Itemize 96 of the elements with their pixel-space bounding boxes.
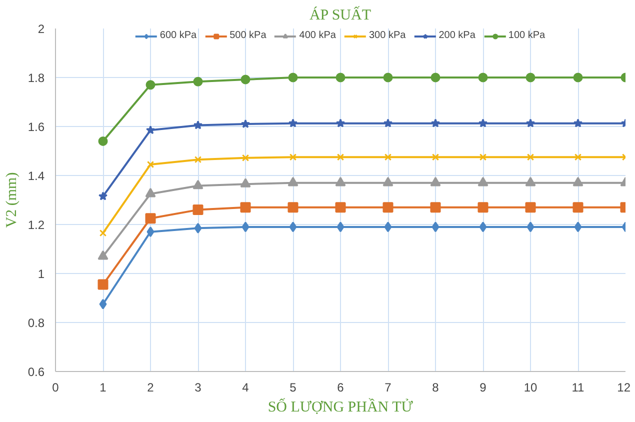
x-tick-label: 2 xyxy=(147,380,154,394)
point xyxy=(289,154,297,161)
point xyxy=(382,176,394,186)
point xyxy=(573,72,583,82)
x-tick-label: 11 xyxy=(572,380,585,394)
point xyxy=(572,176,584,186)
point xyxy=(430,202,441,213)
x-tick-label: 4 xyxy=(242,380,250,394)
x-tick-label: 1 xyxy=(100,380,107,394)
point xyxy=(99,298,107,310)
point xyxy=(383,118,393,128)
x-tick-label: 9 xyxy=(480,380,487,394)
y-axis-title: V2 (mm) xyxy=(4,172,20,228)
point xyxy=(240,202,251,213)
point xyxy=(383,72,393,82)
y-tick-label: 1.4 xyxy=(28,169,45,183)
point xyxy=(479,222,487,232)
point xyxy=(478,72,488,82)
x-tick-label: 6 xyxy=(337,380,344,394)
point xyxy=(289,222,297,232)
y-tick-label: 1.8 xyxy=(28,71,45,85)
legend-label: 200 kPa xyxy=(438,30,476,41)
point xyxy=(478,118,488,128)
chart-title: ÁP SUẤT xyxy=(309,6,371,24)
point xyxy=(479,154,487,161)
point xyxy=(335,176,346,186)
legend-label: 100 kPa xyxy=(508,30,546,41)
point xyxy=(146,125,156,134)
point xyxy=(526,72,536,82)
point xyxy=(430,176,441,186)
point xyxy=(336,154,344,161)
point xyxy=(288,202,298,213)
point xyxy=(146,226,154,238)
point xyxy=(99,229,107,237)
point xyxy=(98,279,108,290)
point xyxy=(432,154,440,161)
x-tick-label: 3 xyxy=(194,380,202,394)
point xyxy=(242,154,250,162)
point xyxy=(288,72,298,82)
y-tick-label: 0.6 xyxy=(28,365,45,379)
point xyxy=(572,202,584,213)
point xyxy=(335,202,346,213)
legend-label: 300 kPa xyxy=(369,30,406,41)
point xyxy=(145,188,156,198)
x-tick-label: 0 xyxy=(52,380,60,394)
x-tick-label: 10 xyxy=(524,380,538,394)
legend-label: 600 kPa xyxy=(160,30,197,41)
x-axis-title: SỐ LƯỢNG PHẦN TỬ xyxy=(268,398,414,416)
y-tick-label: 0.8 xyxy=(28,316,45,330)
point xyxy=(430,72,440,82)
point xyxy=(192,180,204,190)
point xyxy=(525,202,536,213)
legend-label: 400 kPa xyxy=(299,30,336,41)
y-tick-label: 1 xyxy=(38,267,45,281)
point xyxy=(193,76,203,86)
point xyxy=(145,213,156,224)
point xyxy=(384,222,392,232)
x-tick-label: 8 xyxy=(432,380,440,394)
point xyxy=(382,202,394,213)
point xyxy=(98,136,108,146)
point xyxy=(526,154,534,161)
point xyxy=(193,120,203,130)
legend-label: 500 kPa xyxy=(230,30,266,41)
point xyxy=(240,74,250,84)
y-tick-label: 1.2 xyxy=(28,218,45,232)
point xyxy=(526,222,534,232)
x-tick-label: 12 xyxy=(617,380,631,394)
x-tick-label: 5 xyxy=(290,380,297,394)
y-tick-label: 2 xyxy=(38,22,45,36)
point xyxy=(526,118,536,128)
point xyxy=(240,119,250,128)
point xyxy=(336,72,346,82)
point xyxy=(525,176,536,186)
point xyxy=(478,176,488,186)
point xyxy=(240,178,251,188)
point xyxy=(98,250,108,260)
point xyxy=(98,192,108,200)
point xyxy=(288,176,298,186)
point xyxy=(432,222,440,232)
point xyxy=(573,118,583,128)
point xyxy=(336,222,344,232)
point xyxy=(478,202,488,213)
point xyxy=(574,154,582,161)
point xyxy=(192,204,204,216)
x-tick-label: 7 xyxy=(384,380,392,394)
y-tick-label: 1.6 xyxy=(28,120,45,134)
point xyxy=(242,222,250,232)
point xyxy=(430,118,440,128)
point xyxy=(146,80,156,90)
point xyxy=(194,222,202,234)
point xyxy=(336,118,346,128)
point xyxy=(384,154,392,161)
point xyxy=(146,160,154,168)
point xyxy=(574,222,582,232)
point xyxy=(288,118,298,128)
point xyxy=(194,156,202,164)
